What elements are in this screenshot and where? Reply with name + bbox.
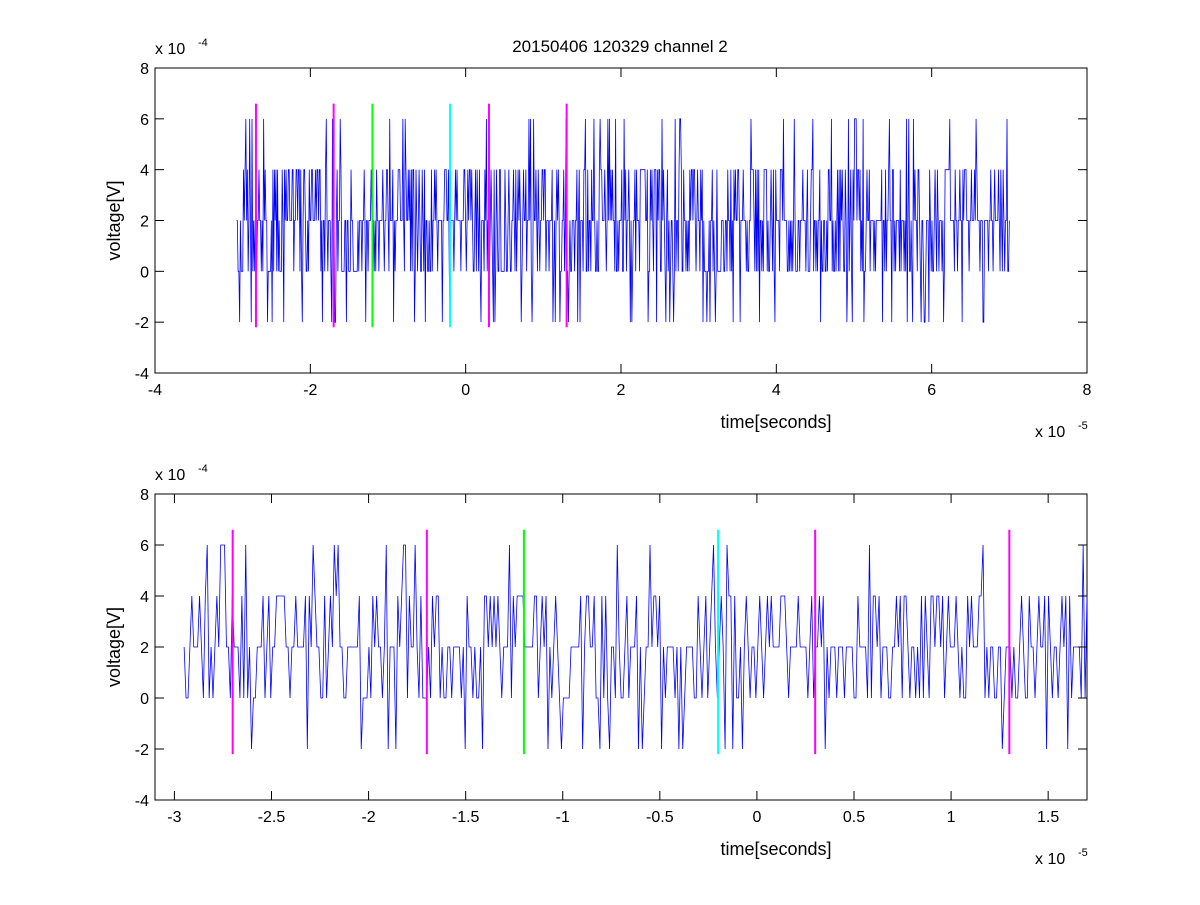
x-tick-label: 1 (947, 809, 956, 826)
x-exponent-power: -5 (1078, 847, 1088, 859)
y-tick-label: 6 (140, 538, 149, 555)
x-tick-label: 0 (461, 382, 470, 399)
x-tick-label: 0 (752, 809, 761, 826)
x-tick-label: -2 (303, 382, 317, 399)
y-exponent-label: x 10 (155, 467, 185, 484)
x-exponent-label: x 10 (1035, 851, 1065, 868)
y-exponent-power: -4 (198, 463, 208, 475)
x-axis-label: time[seconds] (720, 412, 831, 432)
y-tick-label: 4 (140, 589, 149, 606)
y-tick-label: -4 (135, 793, 149, 810)
x-exponent-label: x 10 (1035, 424, 1065, 441)
x-tick-label: 8 (1083, 382, 1092, 399)
y-tick-label: 8 (140, 61, 149, 78)
x-tick-label: -1.5 (452, 809, 480, 826)
x-tick-label: 4 (772, 382, 781, 399)
signal-series-line (183, 544, 1088, 750)
x-tick-label: -2.5 (258, 809, 286, 826)
y-exponent-label: x 10 (155, 41, 185, 58)
y-axis-label: voltage[V] (104, 607, 124, 687)
y-tick-label: 8 (140, 487, 149, 504)
y-tick-label: -2 (135, 742, 149, 759)
plot-area-frame (154, 493, 1088, 801)
y-tick-label: -2 (135, 315, 149, 332)
chart-panel-2: -3 -2.5 -2 -1.5 -1 -0.5 0 0.5 1 1.5 -4 -2 0 2 4 6 8 time[… (104, 463, 1088, 868)
x-tick-label: -1 (556, 809, 570, 826)
x-tick-label: -4 (148, 382, 162, 399)
x-axis-label: time[seconds] (720, 839, 831, 859)
y-tick-label: 2 (140, 214, 149, 231)
x-tick-label: -2 (361, 809, 375, 826)
chart-title: 20150406 120329 channel 2 (512, 37, 728, 56)
x-tick-label: 0.5 (843, 809, 865, 826)
y-exponent-power: -4 (198, 37, 208, 49)
y-tick-label: 4 (140, 163, 149, 180)
y-tick-label: 0 (140, 691, 149, 708)
y-tick-label: -4 (135, 366, 149, 383)
x-tick-label: 6 (927, 382, 936, 399)
signal-series-line (236, 118, 1010, 323)
x-tick-label: -3 (167, 809, 181, 826)
x-tick-label: -0.5 (646, 809, 674, 826)
x-tick-label: 2 (617, 382, 626, 399)
y-axis-label: voltage[V] (104, 180, 124, 260)
x-tick-label: 1.5 (1037, 809, 1059, 826)
x-exponent-power: -5 (1078, 420, 1088, 432)
chart-panel-1: -4 -2 0 2 4 6 8 -4 -2 0 2 4 6 8 time[seconds] voltage[V… (104, 37, 1092, 441)
y-tick-label: 2 (140, 640, 149, 657)
y-tick-label: 6 (140, 112, 149, 129)
y-tick-label: 0 (140, 264, 149, 281)
